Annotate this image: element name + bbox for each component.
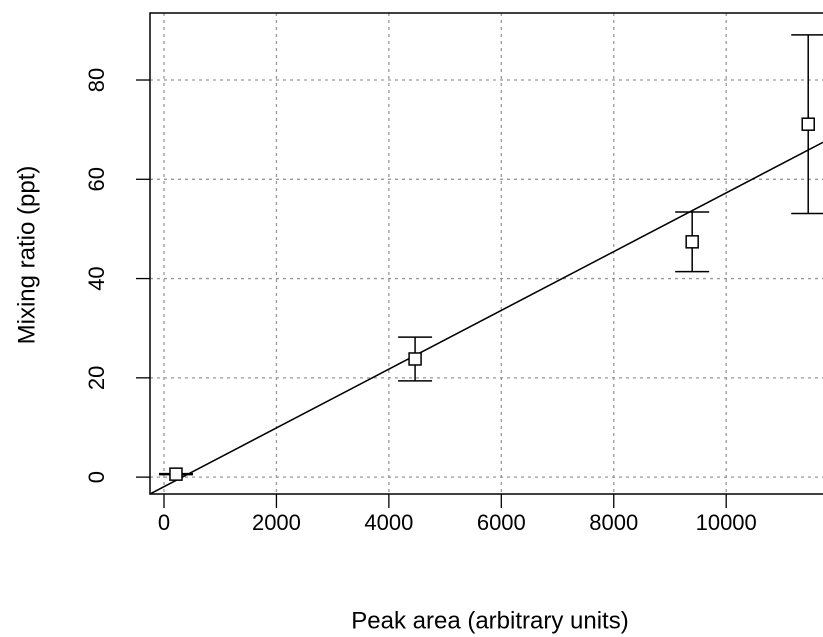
x-tick-label: 4000 [364,510,413,535]
x-tick-label: 10000 [696,510,757,535]
y-tick-label: 0 [84,471,109,483]
x-axis-title: Peak area (arbitrary units) [351,607,628,634]
point [408,352,422,366]
x-tick-label: 8000 [589,510,638,535]
x-tick-label: 0 [158,510,170,535]
y-tick-label: 20 [84,366,109,390]
point [801,117,815,131]
plot-frame [149,12,823,495]
y-axis-title: Mixing ratio (ppt) [13,166,40,345]
point [685,235,699,249]
plot-area [150,13,823,494]
x-tick-label: 6000 [477,510,526,535]
y-tick-label: 80 [84,68,109,92]
x-tick-label: 2000 [252,510,301,535]
fit-line [150,141,823,494]
point [169,467,183,481]
y-tick-label: 60 [84,167,109,191]
y-tick-label: 40 [84,266,109,290]
